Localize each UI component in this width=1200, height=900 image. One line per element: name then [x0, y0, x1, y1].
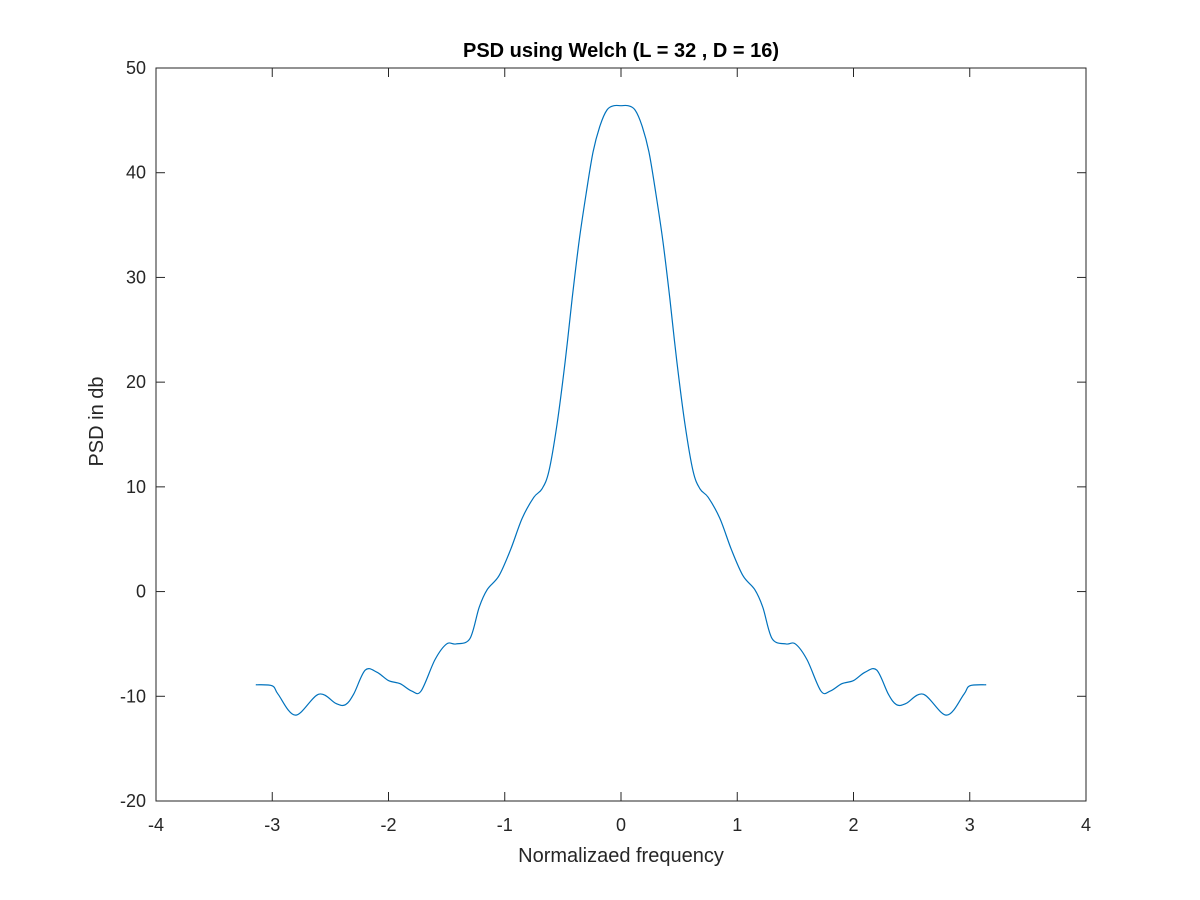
y-tick-label: 10	[126, 477, 146, 497]
x-tick-label: -3	[264, 815, 280, 835]
chart-title: PSD using Welch (L = 32 , D = 16)	[463, 40, 779, 62]
x-tick-label: 4	[1081, 815, 1091, 835]
x-tick-label: 0	[616, 815, 626, 835]
x-tick-label: 2	[848, 815, 858, 835]
y-tick-label: 0	[136, 582, 146, 602]
y-tick-label: 30	[126, 267, 146, 287]
y-tick-label: 40	[126, 163, 146, 183]
y-tick-label: 20	[126, 372, 146, 392]
x-axis-label: Normalizaed frequency	[518, 845, 724, 867]
x-tick-label: -2	[380, 815, 396, 835]
x-tick-label: 3	[965, 815, 975, 835]
data-series	[255, 104, 987, 716]
y-tick-label: 50	[126, 58, 146, 78]
y-tick-label: -10	[120, 686, 146, 706]
x-tick-label: 1	[732, 815, 742, 835]
y-axis-label: PSD in db	[86, 376, 108, 466]
x-tick-label: -1	[497, 815, 513, 835]
x-tick-label: -4	[148, 815, 164, 835]
axes-box	[155, 67, 1087, 802]
psd-series-line	[255, 104, 987, 716]
plot-area	[156, 68, 1086, 801]
y-tick-label: -20	[120, 791, 146, 811]
